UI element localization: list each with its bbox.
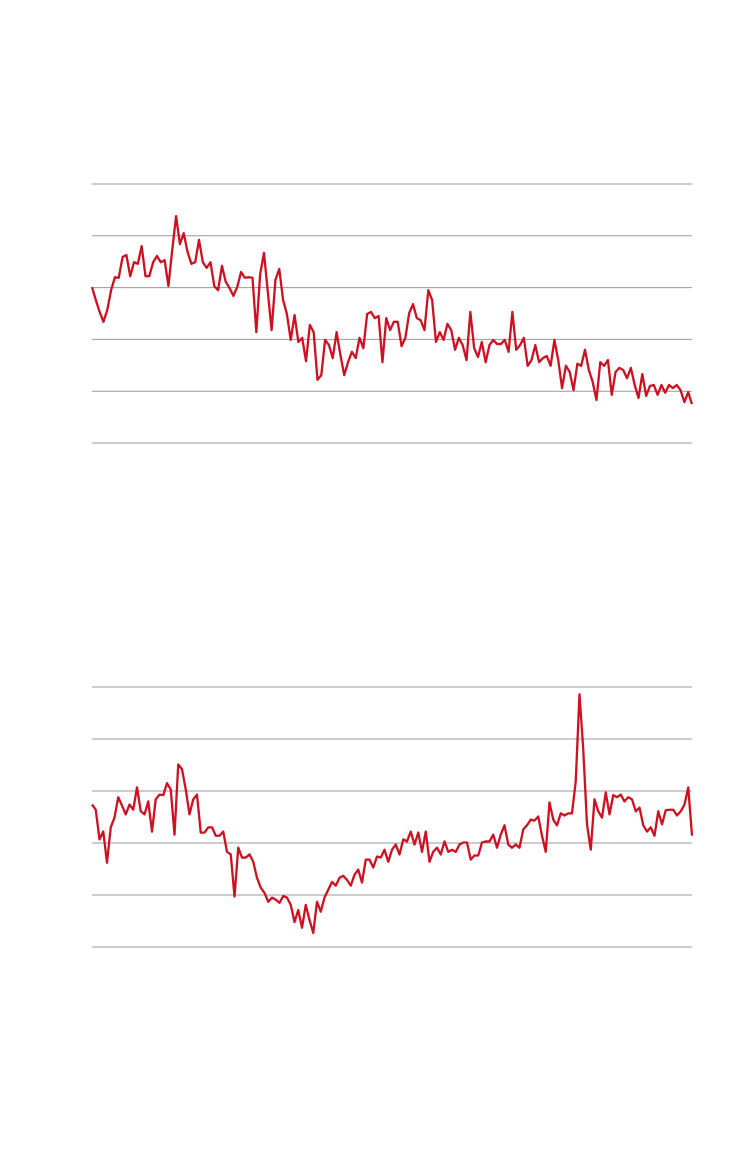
data-line	[90, 214, 694, 405]
data-line	[91, 693, 694, 935]
